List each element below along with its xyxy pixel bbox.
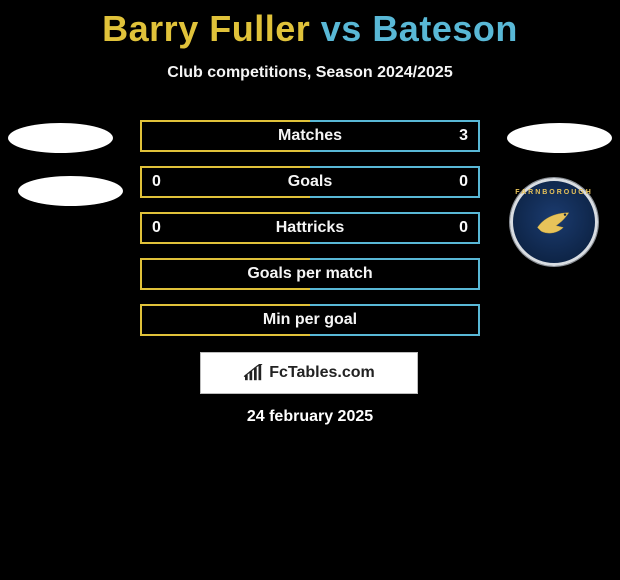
stat-row-goals-per-match: Goals per match [140, 258, 480, 290]
brand-label: FcTables.com [269, 364, 375, 382]
stat-label: Matches [278, 127, 342, 145]
stat-left-value: 0 [152, 173, 161, 191]
stat-right-value: 0 [459, 219, 468, 237]
bar-chart-icon [243, 364, 265, 382]
stat-row-min-per-goal: Min per goal [140, 304, 480, 336]
subtitle: Club competitions, Season 2024/2025 [0, 64, 620, 82]
stat-right-value: 3 [459, 127, 468, 145]
stats-rows: Matches 3 0 Goals 0 0 Hattricks 0 Goals … [140, 120, 480, 350]
stat-label: Hattricks [276, 219, 344, 237]
player-right-name: Bateson [372, 8, 518, 49]
stat-left-value: 0 [152, 219, 161, 237]
placeholder-ellipse-left-2 [18, 176, 123, 206]
stat-right-value: 0 [459, 173, 468, 191]
comparison-title: Barry Fuller vs Bateson [0, 0, 620, 50]
placeholder-ellipse-right-1 [507, 123, 612, 153]
stat-row-hattricks: 0 Hattricks 0 [140, 212, 480, 244]
club-badge-right: FARNBOROUGH [510, 178, 598, 266]
title-vs: vs [321, 8, 362, 49]
footer-date: 24 february 2025 [0, 408, 620, 426]
brand-box[interactable]: FcTables.com [200, 352, 418, 394]
player-left-name: Barry Fuller [102, 8, 310, 49]
stat-row-matches: Matches 3 [140, 120, 480, 152]
stat-label: Goals per match [247, 265, 372, 283]
stat-label: Goals [288, 173, 332, 191]
placeholder-ellipse-left-1 [8, 123, 113, 153]
stat-row-goals: 0 Goals 0 [140, 166, 480, 198]
stat-label: Min per goal [263, 311, 357, 329]
